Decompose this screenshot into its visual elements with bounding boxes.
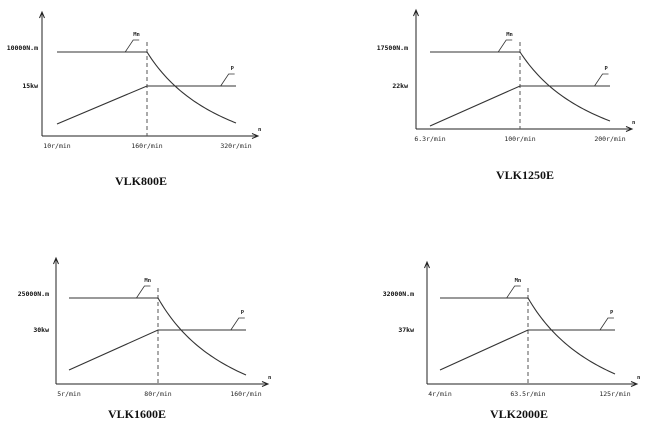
y-axis-arrow [39,10,45,19]
series-label-p: P [610,310,614,316]
x-axis-arrow [630,381,639,387]
torque-curve-mn [69,297,247,376]
mn-leader-line [506,285,521,299]
chart-panel-4: n Mn P 32000N.m 37kw 4r/min 63.5r/min 125r/min V… [383,260,640,421]
x-tick-label: 63.5r/min [510,390,545,398]
chart-title: VLK800E [115,174,167,188]
x-tick-label: 160r/min [230,390,261,398]
x-tick-label: 125r/min [599,390,630,398]
x-tick-label: 6.3r/min [414,135,445,143]
power-value-label: 30kw [33,326,49,334]
series-label-mn: Mn [506,32,513,38]
torque-value-label: 10000N.m [7,44,38,52]
power-curve-p [429,85,610,127]
x-axis-arrow [261,381,270,387]
x-tick-label: 10r/min [43,142,70,150]
x-tick-label: 200r/min [594,135,625,143]
x-tick-label: 320r/min [220,142,251,150]
power-value-label: 15kw [22,82,38,90]
series-label-p: P [241,310,245,316]
y-axis-arrow [53,256,59,265]
mn-leader-line [124,39,140,53]
torque-value-label: 17500N.m [377,44,408,52]
power-curve-p [68,329,246,371]
p-leader-line [220,73,235,87]
x-axis-arrow [625,126,634,132]
p-leader-line [599,317,614,331]
torque-value-label: 32000N.m [383,290,414,298]
x-axis-arrow [251,133,260,139]
x-tick-label: 160r/min [131,142,162,150]
torque-curve-mn [440,297,616,375]
chart-panel-3: n Mn P 25000N.m 30kw 5r/min 80r/min 160r/min VLK… [18,256,271,421]
torque-curve-mn [57,51,237,124]
y-axis-arrow [413,8,419,17]
torque-value-label: 25000N.m [18,290,49,298]
x-axis-symbol: n [632,120,635,126]
torque-curve-mn [430,51,611,122]
x-axis-symbol: n [268,375,271,381]
power-value-label: 37kw [398,326,414,334]
x-axis-symbol: n [258,127,261,133]
series-label-mn: Mn [144,278,151,284]
p-leader-line [230,317,245,331]
power-curve-p [439,329,615,371]
x-tick-label: 4r/min [428,390,452,398]
chart-panel-1: n Mn P 10000N.m 15kw 10r/min 160r/min 320r/min V… [7,10,261,188]
mn-leader-line [136,285,151,299]
x-axis-symbol: n [637,375,640,381]
p-leader-line [594,73,609,87]
series-label-mn: Mn [133,32,140,38]
chart-panel-2: n Mn P 17500N.m 22kw 6.3r/min 100r/min 200r/min… [377,8,635,182]
series-label-p: P [231,66,235,72]
x-tick-label: 5r/min [57,390,81,398]
series-label-p: P [605,66,609,72]
power-curve-p [56,85,236,125]
y-axis-arrow [424,260,430,269]
chart-title: VLK2000E [490,407,548,421]
mn-leader-line [497,39,513,53]
series-label-mn: Mn [515,278,522,284]
power-value-label: 22kw [392,82,408,90]
chart-title: VLK1250E [496,168,554,182]
chart-title: VLK1600E [108,407,166,421]
x-tick-label: 100r/min [504,135,535,143]
x-tick-label: 80r/min [144,390,171,398]
